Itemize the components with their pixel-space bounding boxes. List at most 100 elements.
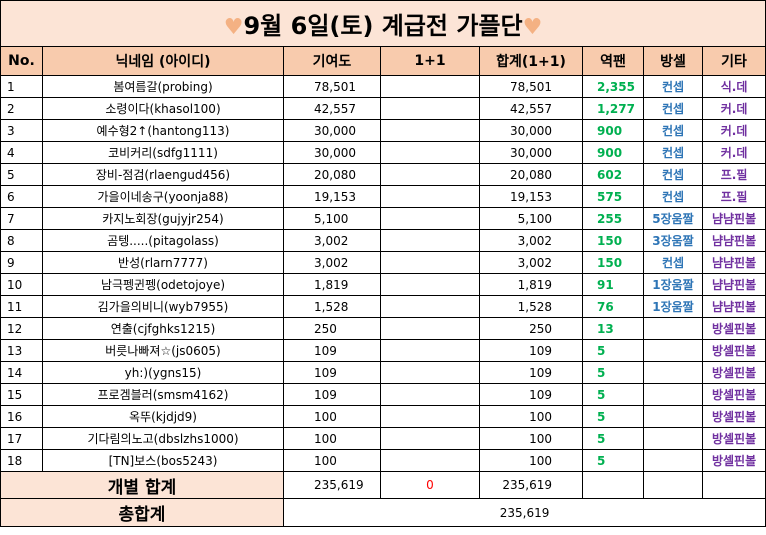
row-etc[interactable]: 커.데 [701, 141, 766, 164]
row-yeokpaen[interactable]: 900 [582, 141, 644, 164]
row-etc[interactable]: 냠냠핀볼 [701, 295, 766, 318]
row-contribution[interactable]: 3,002 [283, 229, 381, 252]
row-total[interactable]: 3,002 [479, 251, 583, 274]
row-yeokpaen[interactable]: 900 [582, 119, 644, 142]
row-contribution[interactable]: 109 [283, 383, 381, 406]
row-yeokpaen[interactable]: 13 [582, 317, 644, 340]
row-nickname[interactable]: 반성(rlarn7777) [42, 251, 284, 274]
row-one-plus-one[interactable] [380, 427, 480, 450]
row-nickname[interactable]: 옥뚜(kjdjd9) [42, 405, 284, 428]
individual-total-contrib[interactable]: 235,619 [283, 471, 381, 499]
grand-total-label[interactable]: 총합계 [0, 498, 284, 527]
row-contribution[interactable]: 30,000 [283, 119, 381, 142]
row-yeokpaen[interactable]: 5 [582, 449, 644, 472]
row-nickname[interactable]: 소령이다(khasol100) [42, 97, 284, 120]
row-yeokpaen[interactable]: 150 [582, 251, 644, 274]
row-contribution[interactable]: 30,000 [283, 141, 381, 164]
row-total[interactable]: 1,819 [479, 273, 583, 296]
header-yeokpaen[interactable]: 역팬 [582, 46, 644, 76]
row-nickname[interactable]: 봄여름갈(probing) [42, 75, 284, 98]
row-contribution[interactable]: 42,557 [283, 97, 381, 120]
row-bangsel[interactable]: 컨셉 [643, 163, 703, 186]
row-contribution[interactable]: 1,819 [283, 273, 381, 296]
row-etc[interactable]: 냠냠핀볼 [701, 273, 766, 296]
row-bangsel[interactable] [643, 339, 703, 362]
individual-total-bangsel[interactable] [643, 471, 703, 499]
row-yeokpaen[interactable]: 575 [582, 185, 644, 208]
row-total[interactable]: 20,080 [479, 163, 583, 186]
row-total[interactable]: 19,153 [479, 185, 583, 208]
row-yeokpaen[interactable]: 5 [582, 427, 644, 450]
individual-total-yeokpaen[interactable] [582, 471, 644, 499]
row-one-plus-one[interactable] [380, 339, 480, 362]
row-nickname[interactable]: 기다림의노고(dbslzhs1000) [42, 427, 284, 450]
header-bangsel[interactable]: 방셀 [643, 46, 703, 76]
row-one-plus-one[interactable] [380, 295, 480, 318]
row-contribution[interactable]: 100 [283, 427, 381, 450]
row-total[interactable]: 42,557 [479, 97, 583, 120]
row-etc[interactable]: 식.데 [701, 75, 766, 98]
row-nickname[interactable]: 카지노회장(gujyjr254) [42, 207, 284, 230]
row-bangsel[interactable] [643, 317, 703, 340]
row-no[interactable]: 8 [0, 229, 43, 252]
row-no[interactable]: 15 [0, 383, 43, 406]
row-no[interactable]: 3 [0, 119, 43, 142]
row-one-plus-one[interactable] [380, 229, 480, 252]
row-etc[interactable]: 커.데 [701, 119, 766, 142]
row-bangsel[interactable] [643, 427, 703, 450]
row-bangsel[interactable]: 컨셉 [643, 141, 703, 164]
row-nickname[interactable]: 남극펭귄펭(odetojoye) [42, 273, 284, 296]
row-bangsel[interactable] [643, 405, 703, 428]
row-bangsel[interactable]: 컨셉 [643, 75, 703, 98]
row-no[interactable]: 2 [0, 97, 43, 120]
row-bangsel[interactable]: 1장움짤 [643, 295, 703, 318]
row-no[interactable]: 4 [0, 141, 43, 164]
row-etc[interactable]: 방셀핀볼 [701, 361, 766, 384]
row-etc[interactable]: 방셀핀볼 [701, 405, 766, 428]
row-one-plus-one[interactable] [380, 141, 480, 164]
row-total[interactable]: 109 [479, 383, 583, 406]
row-contribution[interactable]: 5,100 [283, 207, 381, 230]
row-one-plus-one[interactable] [380, 207, 480, 230]
row-total[interactable]: 5,100 [479, 207, 583, 230]
individual-total-one-plus-one[interactable]: 0 [380, 471, 480, 499]
individual-total-etc[interactable] [701, 471, 766, 499]
row-etc[interactable]: 방셀핀볼 [701, 449, 766, 472]
header-etc[interactable]: 기타 [701, 46, 766, 76]
row-yeokpaen[interactable]: 5 [582, 405, 644, 428]
row-total[interactable]: 3,002 [479, 229, 583, 252]
row-one-plus-one[interactable] [380, 405, 480, 428]
row-etc[interactable]: 냠냠핀볼 [701, 251, 766, 274]
row-nickname[interactable]: 김가을의비니(wyb7955) [42, 295, 284, 318]
row-etc[interactable]: 방셀핀볼 [701, 317, 766, 340]
header-total[interactable]: 합계(1+1) [479, 46, 583, 76]
row-yeokpaen[interactable]: 5 [582, 361, 644, 384]
row-no[interactable]: 9 [0, 251, 43, 274]
row-total[interactable]: 100 [479, 449, 583, 472]
row-total[interactable]: 100 [479, 427, 583, 450]
row-no[interactable]: 12 [0, 317, 43, 340]
row-contribution[interactable]: 20,080 [283, 163, 381, 186]
row-one-plus-one[interactable] [380, 383, 480, 406]
row-nickname[interactable]: 가을이네송구(yoonja88) [42, 185, 284, 208]
row-no[interactable]: 16 [0, 405, 43, 428]
row-no[interactable]: 14 [0, 361, 43, 384]
row-bangsel[interactable] [643, 449, 703, 472]
row-bangsel[interactable]: 컨셉 [643, 185, 703, 208]
row-one-plus-one[interactable] [380, 449, 480, 472]
row-total[interactable]: 1,528 [479, 295, 583, 318]
row-contribution[interactable]: 109 [283, 339, 381, 362]
header-one-plus-one[interactable]: 1+1 [380, 46, 480, 76]
row-total[interactable]: 109 [479, 361, 583, 384]
row-bangsel[interactable]: 컨셉 [643, 119, 703, 142]
row-nickname[interactable]: yh:)(ygns15) [42, 361, 284, 384]
row-one-plus-one[interactable] [380, 185, 480, 208]
row-total[interactable]: 109 [479, 339, 583, 362]
row-no[interactable]: 18 [0, 449, 43, 472]
row-nickname[interactable]: 곰텡.....(pitagolass) [42, 229, 284, 252]
row-nickname[interactable]: 예수형2↑(hantong113) [42, 119, 284, 142]
row-etc[interactable]: 방셀핀볼 [701, 339, 766, 362]
individual-total-sum[interactable]: 235,619 [479, 471, 583, 499]
row-one-plus-one[interactable] [380, 119, 480, 142]
row-one-plus-one[interactable] [380, 163, 480, 186]
